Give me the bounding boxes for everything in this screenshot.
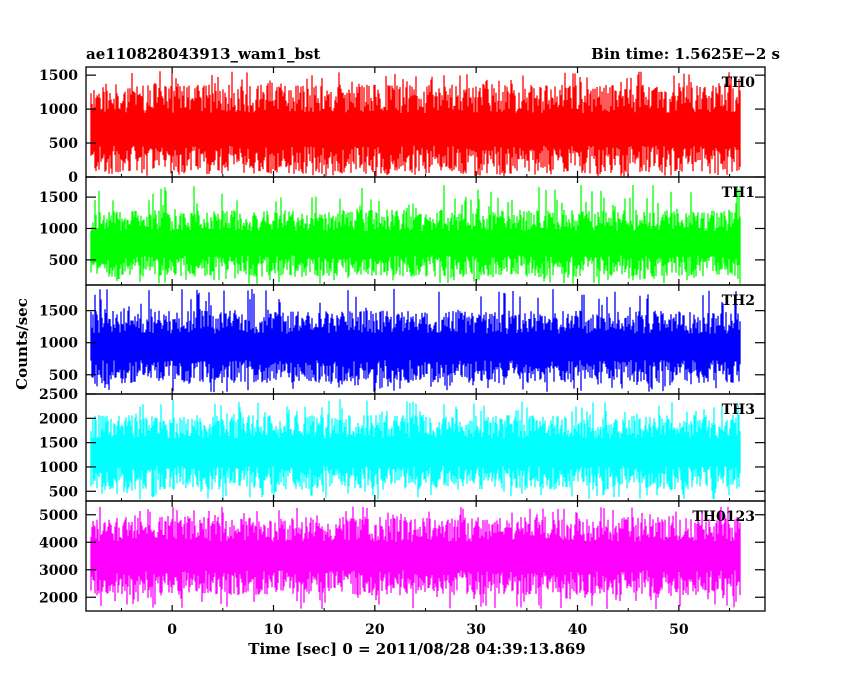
y-tick-label-th2: 500 <box>49 368 78 384</box>
x-axis-label: Time [sec] 0 = 2011/08/28 04:39:13.869 <box>248 640 586 658</box>
panel-label-th0123: TH0123 <box>692 509 755 525</box>
series-th0 <box>90 71 741 177</box>
y-tick-label-th0123: 4000 <box>39 535 78 551</box>
panel-label-th3: TH3 <box>722 402 755 418</box>
y-tick-label-th2: 1000 <box>39 336 78 352</box>
y-tick-label-th3: 1000 <box>39 460 78 476</box>
y-tick-label-th0: 0 <box>68 170 78 186</box>
y-tick-label-th3: 2000 <box>39 411 78 427</box>
chart-title: ae110828043913_wam1_bst <box>86 45 321 63</box>
panel-label-th0: TH0 <box>722 75 756 91</box>
y-tick-label-th0: 1500 <box>39 68 78 84</box>
y-axis-label: Counts/sec <box>13 298 31 390</box>
x-tick-label: 10 <box>264 622 284 638</box>
x-tick-label: 50 <box>669 622 689 638</box>
y-tick-label-th2: 1500 <box>39 304 78 320</box>
bin-time-label: Bin time: 1.5625E−2 s <box>591 45 780 63</box>
y-tick-label-th3: 2500 <box>39 387 78 403</box>
series-th3 <box>90 399 741 500</box>
panel-label-th2: TH2 <box>722 293 755 309</box>
series-th0123 <box>90 506 741 609</box>
x-tick-label: 30 <box>466 622 486 638</box>
y-tick-label-th3: 1500 <box>39 436 78 452</box>
y-tick-label-th1: 500 <box>49 253 78 269</box>
x-tick-label: 40 <box>568 622 588 638</box>
y-tick-label-th0: 1000 <box>39 102 78 118</box>
series-th1 <box>90 185 741 284</box>
y-tick-label-th0: 500 <box>49 136 78 152</box>
panel-label-th1: TH1 <box>722 185 755 201</box>
y-tick-label-th0123: 5000 <box>39 508 78 524</box>
y-tick-label-th0123: 2000 <box>39 590 78 606</box>
y-tick-label-th1: 1000 <box>39 221 78 237</box>
y-tick-label-th3: 500 <box>49 484 78 500</box>
series-th2 <box>90 288 741 393</box>
y-tick-label-th1: 1500 <box>39 190 78 206</box>
y-tick-label-th0123: 3000 <box>39 563 78 579</box>
x-tick-label: 0 <box>167 622 177 638</box>
x-tick-label: 20 <box>365 622 385 638</box>
